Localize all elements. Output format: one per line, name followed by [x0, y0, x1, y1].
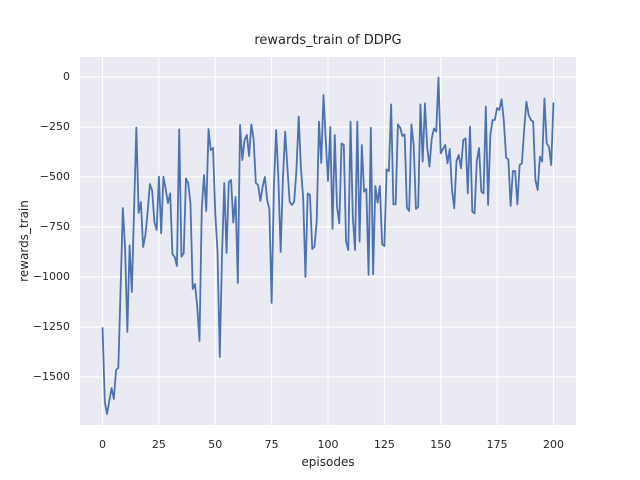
- y-tick-label: −1000: [32, 270, 70, 283]
- y-axis-label: rewards_train: [17, 200, 31, 282]
- x-tick-label: 150: [430, 438, 452, 451]
- y-tick-label: −500: [39, 170, 70, 183]
- y-tick-label: −750: [39, 220, 70, 233]
- x-tick-label: 125: [373, 438, 395, 451]
- y-tick-label: 0: [63, 70, 70, 83]
- x-tick-label: 200: [542, 438, 564, 451]
- x-tick-label: 100: [317, 438, 339, 451]
- x-tick-label: 50: [208, 438, 223, 451]
- x-tick-label: 25: [151, 438, 166, 451]
- y-tick-label: −250: [39, 120, 70, 133]
- y-tick-label: −1250: [32, 320, 70, 333]
- x-tick-label: 0: [99, 438, 107, 451]
- line-plot-svg: [80, 57, 576, 425]
- chart-title: rewards_train of DDPG: [254, 33, 402, 48]
- x-axis-label: episodes: [301, 455, 355, 469]
- y-tick-label: −1500: [32, 370, 70, 383]
- x-tick-label: 175: [486, 438, 508, 451]
- plot-area: [80, 57, 576, 425]
- x-tick-label: 75: [264, 438, 279, 451]
- reward-line: [101, 76, 555, 415]
